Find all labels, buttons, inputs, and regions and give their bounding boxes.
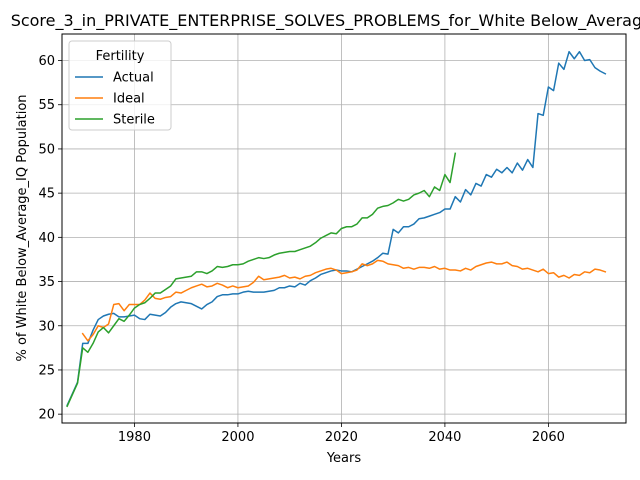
y-axis-label: % of White Below_Average_IQ Population — [15, 94, 30, 361]
legend-label-ideal: Ideal — [113, 92, 145, 107]
y-tick-label: 25 — [38, 363, 55, 378]
y-tick-label: 50 — [38, 142, 55, 157]
legend-title: Fertility — [96, 49, 145, 64]
series-line-sterile — [66, 152, 457, 408]
y-tick-label: 40 — [38, 231, 55, 246]
chart-title: Score_3_in_PRIVATE_ENTERPRISE_SOLVES_PRO… — [11, 11, 640, 31]
y-tick-label: 20 — [38, 408, 55, 423]
y-axis-ticks: 20 25 30 35 40 45 50 55 60 — [38, 54, 62, 423]
y-tick-label: 35 — [38, 275, 55, 290]
series-lines — [66, 50, 607, 408]
y-tick-label: 60 — [38, 54, 55, 69]
x-tick-label: 2060 — [532, 430, 565, 445]
legend-label-sterile: Sterile — [113, 113, 155, 128]
x-tick-label: 2020 — [325, 430, 358, 445]
legend-label-actual: Actual — [113, 71, 154, 86]
x-axis-ticks: 1980 2000 2020 2040 2060 — [118, 423, 565, 445]
y-tick-label: 55 — [38, 98, 55, 113]
legend: Fertility Actual Ideal Sterile — [68, 40, 172, 131]
y-tick-label: 45 — [38, 187, 55, 202]
x-tick-label: 2000 — [221, 430, 254, 445]
x-tick-label: 2040 — [428, 430, 461, 445]
y-tick-label: 30 — [38, 319, 55, 334]
legend-box — [68, 40, 172, 131]
legend-items: Actual Ideal Sterile — [75, 71, 155, 128]
series-line-ideal — [81, 259, 607, 342]
x-tick-label: 1980 — [118, 430, 151, 445]
plot-frame — [61, 33, 627, 424]
x-axis-label: Years — [326, 451, 362, 466]
